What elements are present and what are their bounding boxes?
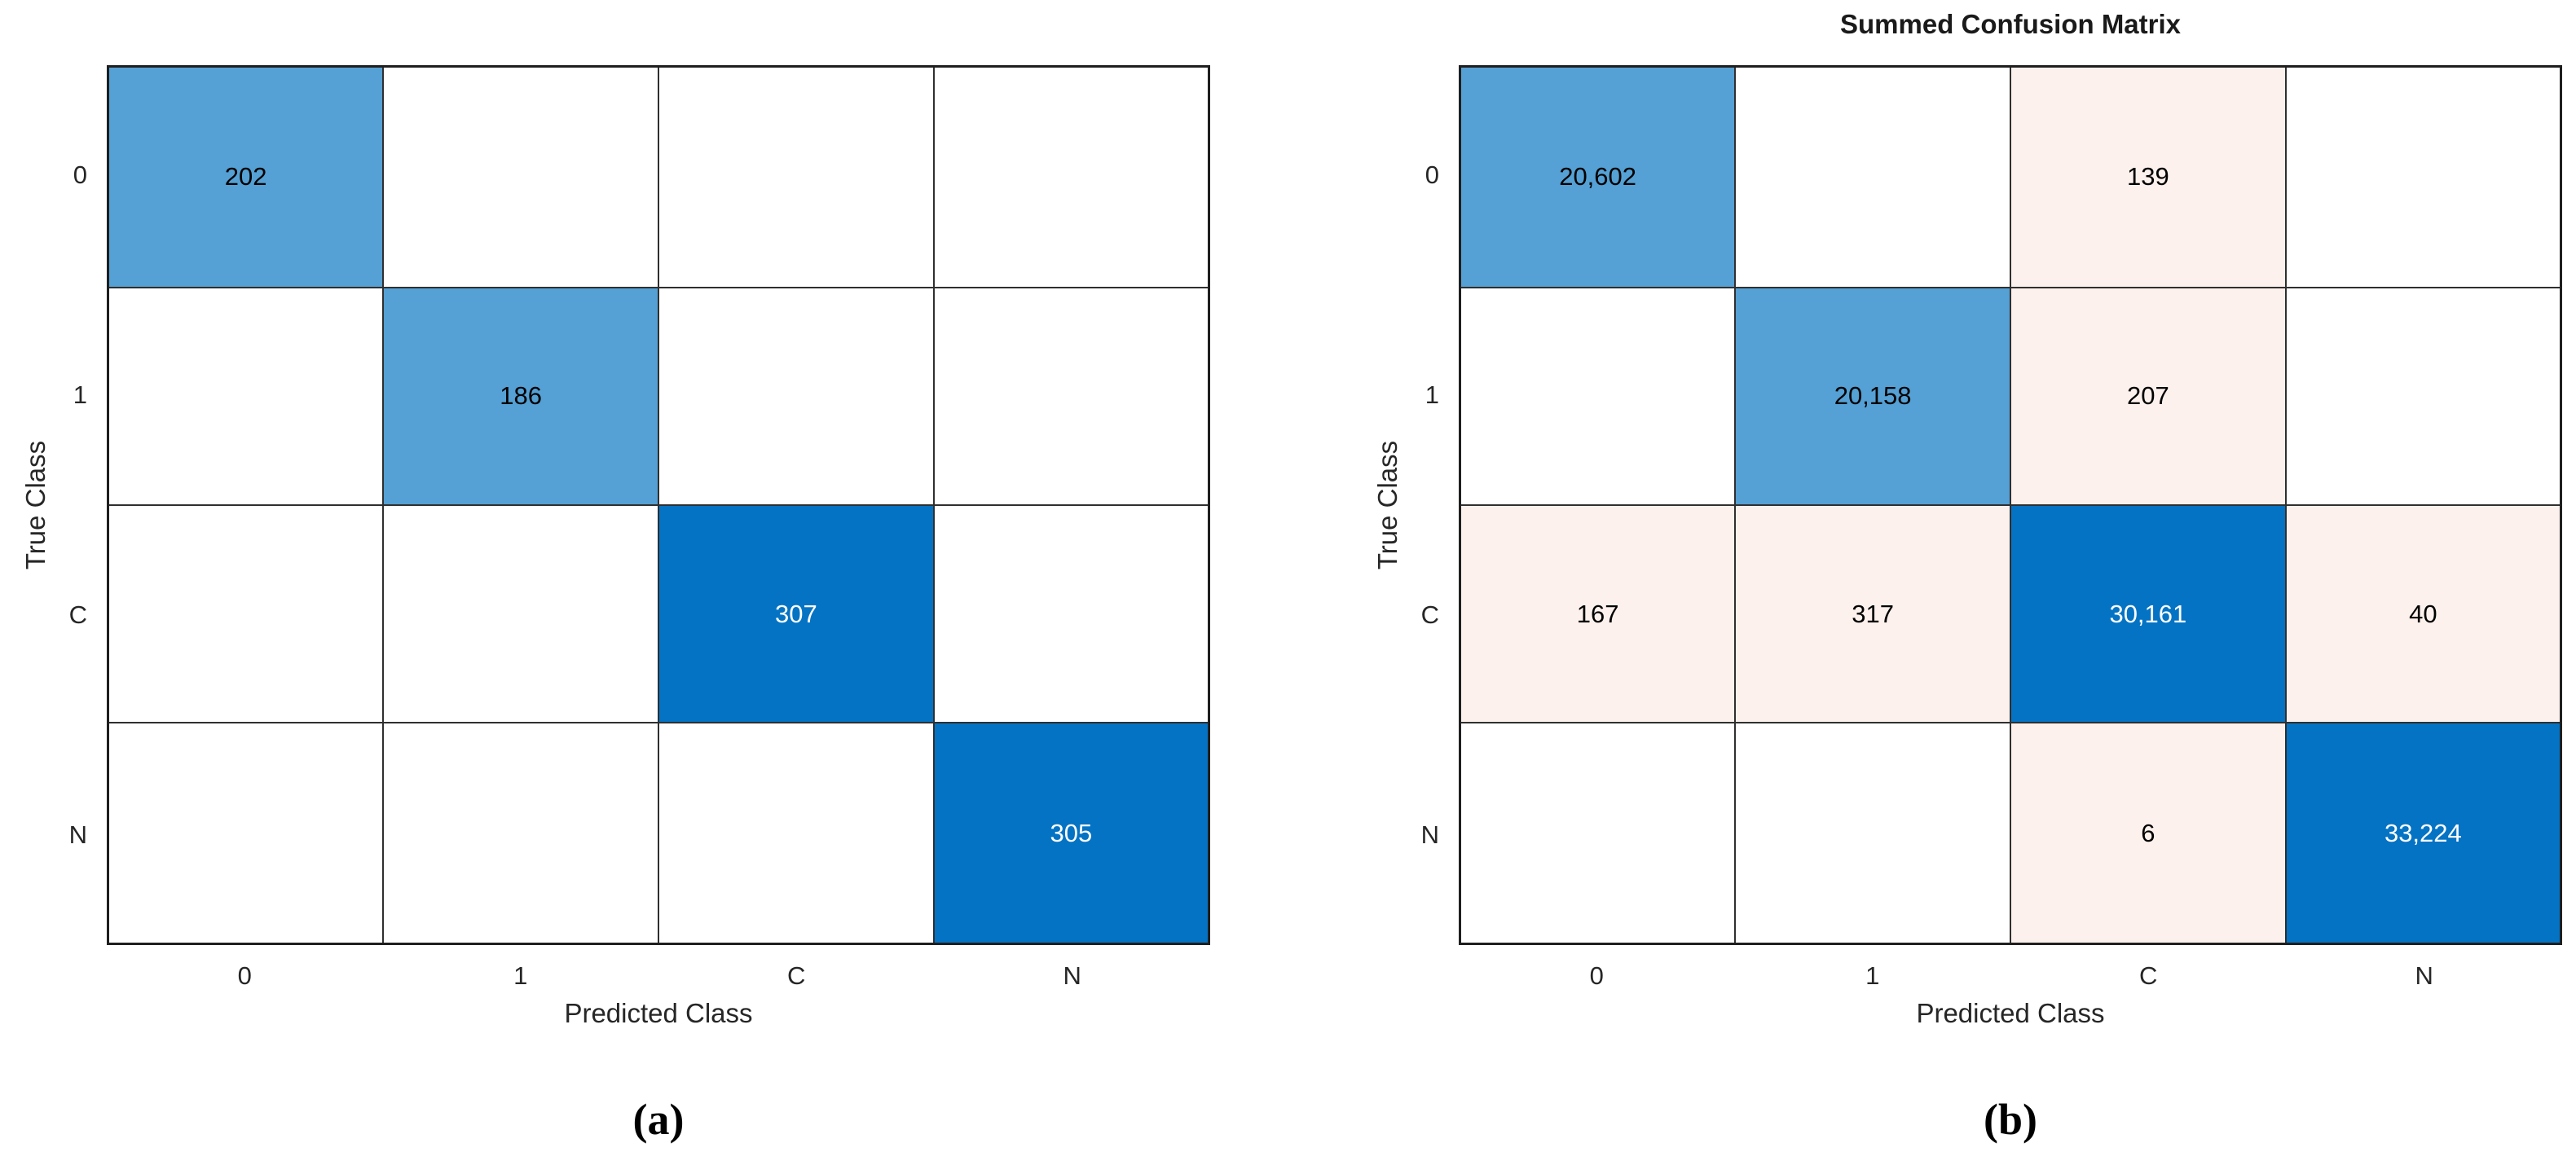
y-tick-label: 1 — [73, 380, 87, 409]
x-tick-label: N — [1063, 961, 1081, 990]
x-axis-label: Predicted Class — [564, 998, 753, 1028]
matrix-cell-empty — [382, 65, 659, 288]
matrix-cell: 207 — [2010, 286, 2287, 506]
matrix-row: 20,158 207 — [1459, 286, 2562, 506]
subfigure-caption-b: (b) — [1984, 1095, 2037, 1144]
x-tick-label: C — [787, 961, 806, 990]
matrix-cell: 20,158 — [1734, 286, 2011, 506]
matrix-cell: 186 — [382, 286, 659, 506]
matrix-cell-empty — [1459, 722, 1737, 945]
matrix-cell-empty — [1734, 65, 2011, 288]
matrix-cell-empty — [932, 286, 1210, 506]
y-tick-label: C — [1420, 600, 1439, 629]
matrix-cell-empty — [658, 65, 935, 288]
x-tick-label: N — [2415, 961, 2433, 990]
x-axis-label: Predicted Class — [1916, 998, 2105, 1028]
matrix-cell-empty — [107, 286, 385, 506]
matrix-cell-empty — [1734, 722, 2011, 945]
x-tick-label: 1 — [513, 961, 528, 990]
x-tick-label: C — [2139, 961, 2158, 990]
matrix-cell-empty — [932, 65, 1210, 288]
matrix-cell-empty — [382, 722, 659, 945]
y-tick-label: N — [68, 820, 87, 849]
confusion-matrix-grid-b: 20,602 139 20,158 207 167 317 30,161 40 6 33,224 — [1459, 65, 2562, 945]
y-tick-labels: 0 1 C N — [1372, 65, 1442, 945]
matrix-row: 202 — [107, 65, 1210, 288]
matrix-cell-empty — [1459, 286, 1737, 506]
x-tick-labels: 0 1 C N — [1459, 956, 2562, 996]
matrix-cell: 167 — [1459, 503, 1737, 724]
matrix-cell: 33,224 — [2284, 722, 2562, 945]
matrix-cell: 305 — [932, 722, 1210, 945]
matrix-row: 6 33,224 — [1459, 722, 2562, 945]
matrix-cell: 30,161 — [2010, 503, 2287, 724]
y-tick-label: N — [1420, 820, 1439, 849]
y-tick-label: 0 — [1425, 160, 1439, 189]
matrix-cell: 202 — [107, 65, 385, 288]
matrix-cell: 139 — [2010, 65, 2287, 288]
matrix-cell-empty — [2284, 286, 2562, 506]
chart-title: Summed Confusion Matrix — [1839, 9, 2182, 39]
y-tick-label: C — [68, 600, 87, 629]
matrix-cell: 317 — [1734, 503, 2011, 724]
matrix-cell-empty — [107, 503, 385, 724]
subfigure-caption-a: (a) — [632, 1095, 685, 1144]
x-tick-label: 0 — [237, 961, 252, 990]
y-tick-labels: 0 1 C N — [20, 65, 90, 945]
matrix-cell: 20,602 — [1459, 65, 1737, 288]
matrix-cell: 40 — [2284, 503, 2562, 724]
x-tick-label: 1 — [1865, 961, 1880, 990]
matrix-cell-empty — [658, 722, 935, 945]
matrix-cell-empty — [382, 503, 659, 724]
matrix-cell-empty — [2284, 65, 2562, 288]
matrix-row: 307 — [107, 503, 1210, 724]
x-tick-label: 0 — [1589, 961, 1604, 990]
matrix-cell-empty — [107, 722, 385, 945]
matrix-row: 20,602 139 — [1459, 65, 2562, 288]
matrix-row: 186 — [107, 286, 1210, 506]
matrix-cell-empty — [932, 503, 1210, 724]
matrix-row: 305 — [107, 722, 1210, 945]
matrix-row: 167 317 30,161 40 — [1459, 503, 2562, 724]
confusion-matrix-grid-a: 202 186 307 305 — [107, 65, 1210, 945]
x-tick-labels: 0 1 C N — [107, 956, 1210, 996]
y-tick-label: 0 — [73, 160, 87, 189]
y-tick-label: 1 — [1425, 380, 1439, 409]
matrix-cell: 307 — [658, 503, 935, 724]
matrix-cell-empty — [658, 286, 935, 506]
matrix-cell: 6 — [2010, 722, 2287, 945]
